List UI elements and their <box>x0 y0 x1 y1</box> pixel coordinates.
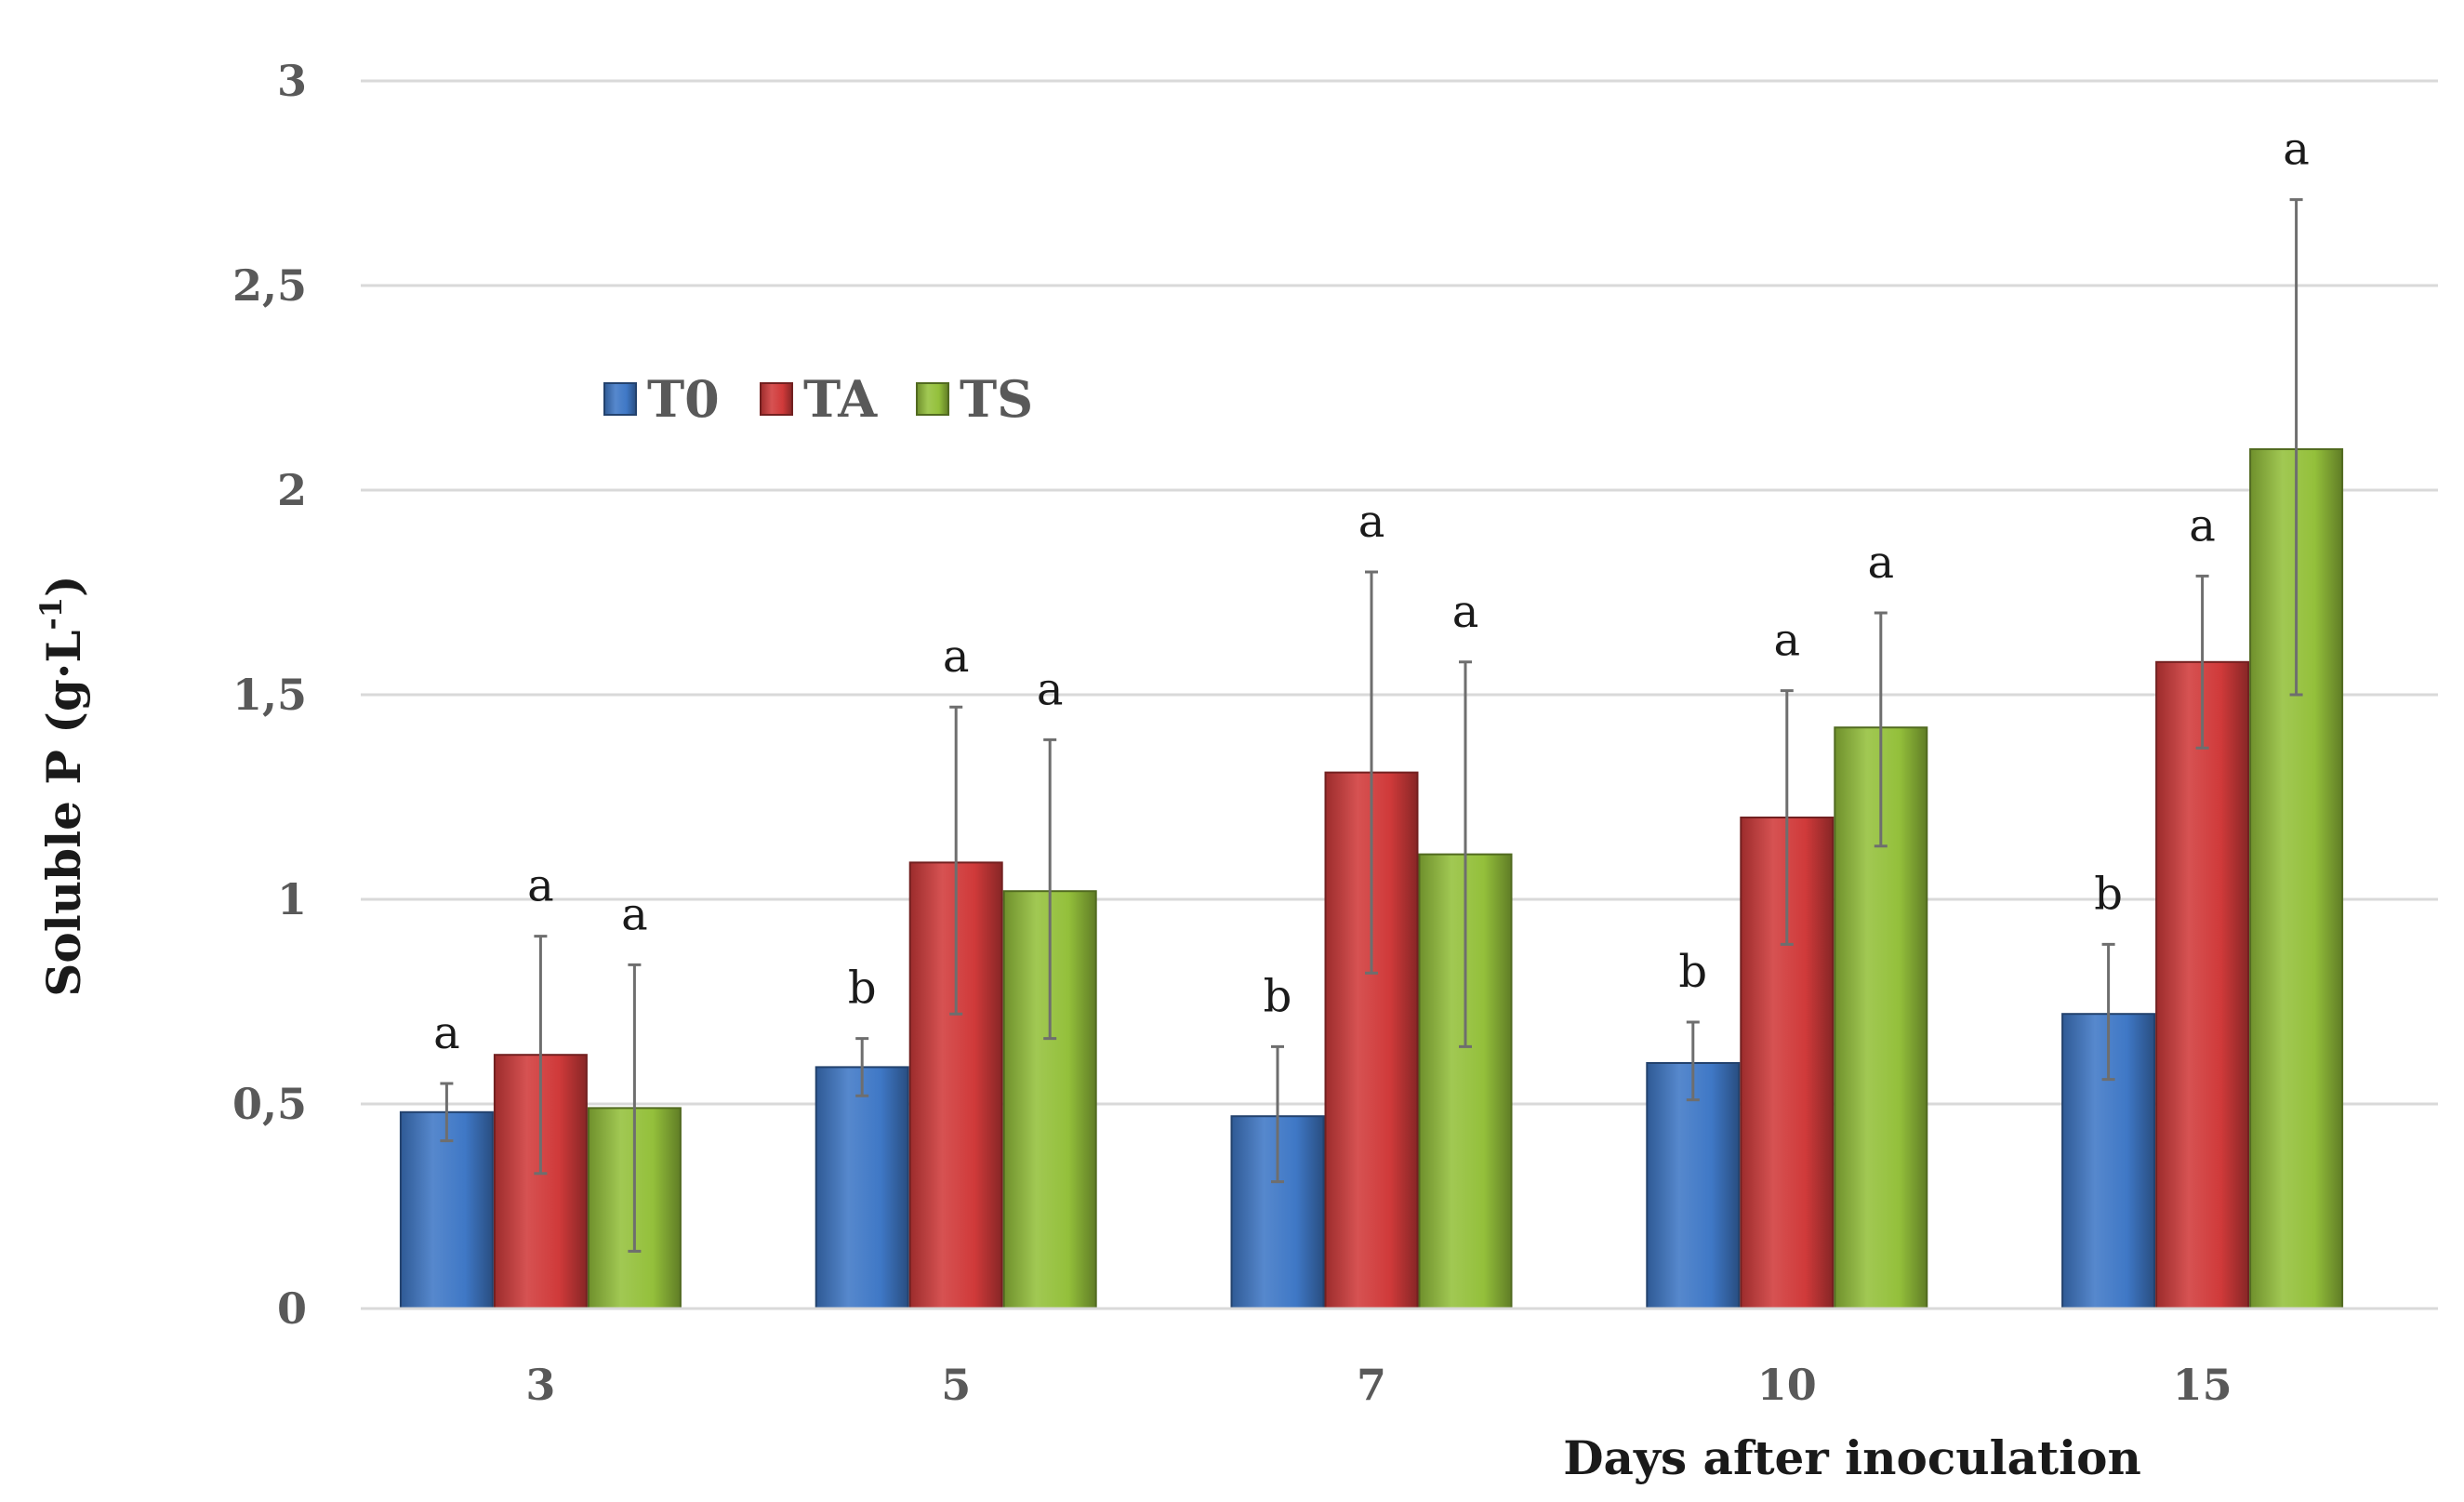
significance-letter: b <box>848 963 877 1015</box>
legend-label: TA <box>803 369 878 429</box>
y-axis-title-close: ) <box>36 575 91 597</box>
legend-item-TA: TA <box>760 369 878 429</box>
legend-item-TS: TS <box>916 369 1033 429</box>
error-bar-TA-day-5 <box>949 705 963 1016</box>
significance-letter: a <box>1452 586 1479 638</box>
significance-letter: a <box>943 631 970 683</box>
error-bar-TS-day-15 <box>2289 198 2303 697</box>
y-tick-label: 0,5 <box>232 1079 307 1129</box>
significance-letter: a <box>1358 496 1385 548</box>
x-axis-title: Days after inoculation <box>1563 1430 2141 1485</box>
bar-T0-day-5 <box>815 1066 909 1310</box>
legend-item-T0: T0 <box>603 369 720 429</box>
x-tick-label: 5 <box>941 1360 971 1410</box>
significance-letter: b <box>1264 970 1292 1022</box>
significance-letter: a <box>1867 537 1894 589</box>
significance-letter: a <box>433 1007 460 1059</box>
error-bar-TA-day-15 <box>2195 574 2209 750</box>
error-bar-TS-day-3 <box>628 963 642 1253</box>
error-bar-T0-day-15 <box>2101 942 2115 1082</box>
error-bar-TA-day-7 <box>1365 570 1378 975</box>
significance-letter: a <box>2283 124 2310 176</box>
error-bar-TS-day-10 <box>1874 611 1888 848</box>
error-bar-T0-day-5 <box>855 1037 869 1097</box>
y-axis-title-exponent: -1 <box>33 597 69 631</box>
error-bar-TS-day-5 <box>1043 738 1057 1041</box>
significance-letters: a a a b a a b a a b a a b a a <box>433 124 2310 1059</box>
y-tick-label: 0 <box>277 1283 307 1334</box>
x-tick-label: 7 <box>1357 1360 1386 1410</box>
legend-label: T0 <box>647 369 720 429</box>
legend-label: TS <box>960 369 1033 429</box>
significance-letter: b <box>2094 868 2123 920</box>
error-bar-TA-day-3 <box>534 935 548 1176</box>
significance-letter: a <box>2189 499 2216 552</box>
error-bar-TS-day-7 <box>1459 660 1472 1048</box>
y-tick-label: 1 <box>277 874 307 924</box>
bar-TA-day-15 <box>2155 660 2250 1309</box>
y-tick-label: 1,5 <box>232 670 307 720</box>
y-tick-label: 2 <box>277 465 307 515</box>
x-axis-ticks: 3 5 7 10 15 <box>525 1360 2232 1410</box>
error-bar-T0-day-3 <box>440 1082 454 1143</box>
y-tick-label: 2,5 <box>232 260 307 311</box>
x-tick-label: 10 <box>1757 1360 1817 1410</box>
legend-swatch <box>760 382 793 416</box>
significance-letter: a <box>527 860 554 912</box>
significance-letter: b <box>1678 946 1707 998</box>
error-bars <box>440 198 2303 1253</box>
error-bar-TA-day-10 <box>1780 689 1794 946</box>
y-axis-title: Soluble P (g·L-1) <box>33 575 91 996</box>
y-axis-title-main: Soluble P (g·L <box>36 631 91 997</box>
error-bar-T0-day-7 <box>1271 1044 1284 1184</box>
y-axis-ticks: 0 0,5 1 1,5 2 2,5 3 <box>232 56 307 1334</box>
bar-T0-day-10 <box>1646 1062 1741 1309</box>
x-tick-label: 15 <box>2173 1360 2232 1410</box>
legend-swatch <box>916 382 949 416</box>
error-bar-T0-day-10 <box>1686 1020 1700 1102</box>
legend-swatch <box>603 382 637 416</box>
y-tick-label: 3 <box>277 56 307 106</box>
significance-letter: a <box>1037 663 1064 715</box>
significance-letter: a <box>1773 615 1800 667</box>
legend: T0 TA TS <box>603 369 1033 429</box>
x-tick-label: 3 <box>525 1360 555 1410</box>
significance-letter: a <box>621 888 648 940</box>
